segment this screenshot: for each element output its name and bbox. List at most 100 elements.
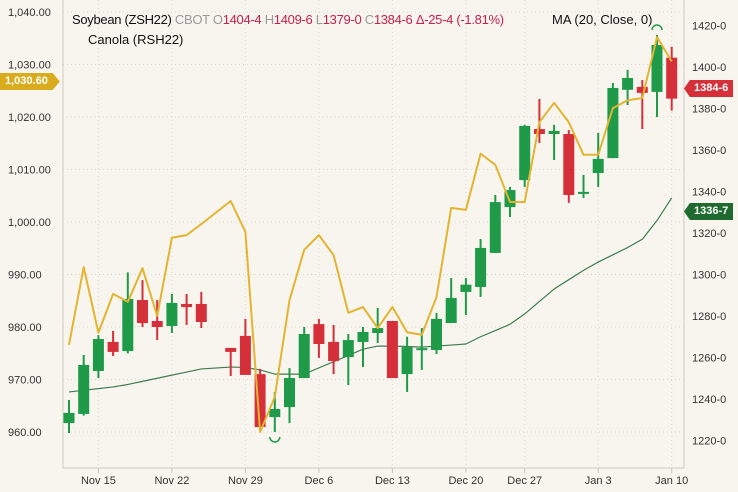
candle bbox=[622, 69, 634, 105]
candle-body bbox=[166, 302, 178, 326]
right-axis-tick-label: 1360-0 bbox=[692, 145, 726, 157]
candle bbox=[122, 272, 134, 354]
right-axis-tick-label: 1240-0 bbox=[692, 394, 726, 406]
candle-body bbox=[445, 297, 457, 324]
candle bbox=[151, 300, 163, 341]
right-axis-tick-label: 1260-0 bbox=[692, 353, 726, 365]
candle bbox=[607, 82, 619, 159]
candle-body bbox=[636, 86, 648, 93]
gridlines bbox=[63, 0, 684, 468]
legend-symbol: Soybean (ZSH22) bbox=[72, 12, 172, 27]
candle-body bbox=[107, 341, 119, 352]
x-axis-tick-label: Jan 3 bbox=[585, 475, 612, 487]
right-axis-tick-label: 1380-0 bbox=[692, 104, 726, 116]
candle-body bbox=[151, 320, 163, 327]
candle-body bbox=[519, 125, 531, 181]
left-axis-tick-label: 970.00 bbox=[8, 375, 42, 387]
x-axis-tick-label: Nov 22 bbox=[154, 475, 189, 487]
candle-body bbox=[401, 347, 413, 375]
candle-body bbox=[504, 190, 516, 208]
candle-body bbox=[475, 247, 487, 287]
candle-body bbox=[313, 324, 325, 345]
candle-body bbox=[195, 303, 207, 323]
candle bbox=[313, 318, 325, 358]
candle bbox=[166, 294, 178, 334]
canola-line-layer bbox=[68, 36, 673, 433]
candle bbox=[489, 195, 501, 253]
candle bbox=[225, 347, 237, 376]
x-axis-tick-label: Nov 15 bbox=[81, 475, 116, 487]
candle bbox=[342, 334, 354, 386]
candle bbox=[386, 320, 398, 379]
right-axis-tick-label: 1420-0 bbox=[692, 21, 726, 33]
candle bbox=[107, 330, 119, 357]
candle bbox=[445, 278, 457, 324]
legend-open-value: 1404-4 bbox=[222, 12, 262, 27]
candle bbox=[78, 355, 90, 416]
right-axis-tick-label: 1220-0 bbox=[692, 436, 726, 448]
legend-ma[interactable]: MA (20, Close, 0) bbox=[552, 12, 653, 27]
candle-body bbox=[563, 134, 575, 196]
right-axis-tick-label: 1320-0 bbox=[692, 228, 726, 240]
left-axis-tick-label: 1,000.00 bbox=[8, 217, 51, 229]
legend-open-label: O bbox=[212, 12, 223, 27]
candle bbox=[137, 280, 148, 327]
candle-body bbox=[225, 347, 237, 352]
candle bbox=[401, 336, 413, 392]
ma-line-layer bbox=[68, 197, 673, 393]
right-axis-tick-label: 1300-0 bbox=[692, 270, 726, 282]
ma-line bbox=[68, 197, 673, 393]
candle bbox=[92, 335, 104, 379]
candle bbox=[651, 35, 663, 118]
candle-body bbox=[622, 77, 634, 90]
candle-body bbox=[578, 191, 589, 194]
candle-body bbox=[533, 129, 545, 135]
candle-body bbox=[489, 202, 501, 253]
left-axis-tick-label: 990.00 bbox=[8, 270, 42, 282]
candles-layer bbox=[63, 35, 678, 434]
candle-body bbox=[342, 340, 354, 358]
candle-body bbox=[269, 408, 281, 418]
x-axis-tick-label: Dec 20 bbox=[448, 475, 483, 487]
left-axis-tick-label: 1,030.00 bbox=[8, 60, 51, 72]
left-axis-tick-label: 1,040.00 bbox=[8, 7, 51, 19]
legend-close-label: C bbox=[364, 12, 374, 27]
low-marker bbox=[269, 436, 281, 443]
legend-soybean: Soybean (ZSH22) CBOT O1404-4 H1409-6 L13… bbox=[72, 12, 504, 27]
legend-exchange: CBOT bbox=[174, 12, 210, 27]
candle bbox=[195, 291, 207, 329]
candle bbox=[563, 130, 575, 203]
candle bbox=[372, 307, 384, 343]
candle bbox=[181, 294, 193, 325]
candle-body bbox=[372, 328, 384, 334]
candle-body bbox=[592, 158, 604, 174]
legend-canola: Canola (RSH22) bbox=[88, 32, 184, 47]
legend-low-label: L bbox=[315, 12, 323, 27]
candle-body bbox=[431, 318, 442, 351]
x-axis-tick-label: Nov 29 bbox=[228, 475, 263, 487]
candle-body bbox=[651, 45, 663, 92]
right-axis-tick-label: 1340-0 bbox=[692, 187, 726, 199]
x-axis-tick-label: Dec 27 bbox=[507, 475, 542, 487]
right-axis-tick-label: 1400-0 bbox=[692, 62, 726, 74]
candle bbox=[666, 46, 678, 111]
x-axis-tick-label: Jan 10 bbox=[655, 475, 688, 487]
candle-body bbox=[137, 300, 148, 324]
canola-last-price-badge: 1,030.60 bbox=[0, 73, 60, 90]
high-marker bbox=[651, 24, 663, 31]
left-axis-tick-label: 1,010.00 bbox=[8, 165, 51, 177]
candle-body bbox=[78, 364, 90, 414]
candle-body bbox=[284, 378, 295, 408]
candle bbox=[636, 80, 648, 130]
candle bbox=[298, 326, 310, 379]
candle-body bbox=[298, 334, 310, 379]
legend-high-value: 1409-6 bbox=[273, 12, 313, 27]
ma-last-value-badge: 1336-7 bbox=[684, 203, 734, 220]
soybean-last-price-badge: 1384-6 bbox=[684, 80, 734, 97]
candle-body bbox=[666, 57, 678, 99]
candle-body bbox=[548, 130, 560, 135]
candle bbox=[578, 174, 589, 198]
candle bbox=[254, 368, 266, 428]
candle bbox=[357, 326, 369, 368]
